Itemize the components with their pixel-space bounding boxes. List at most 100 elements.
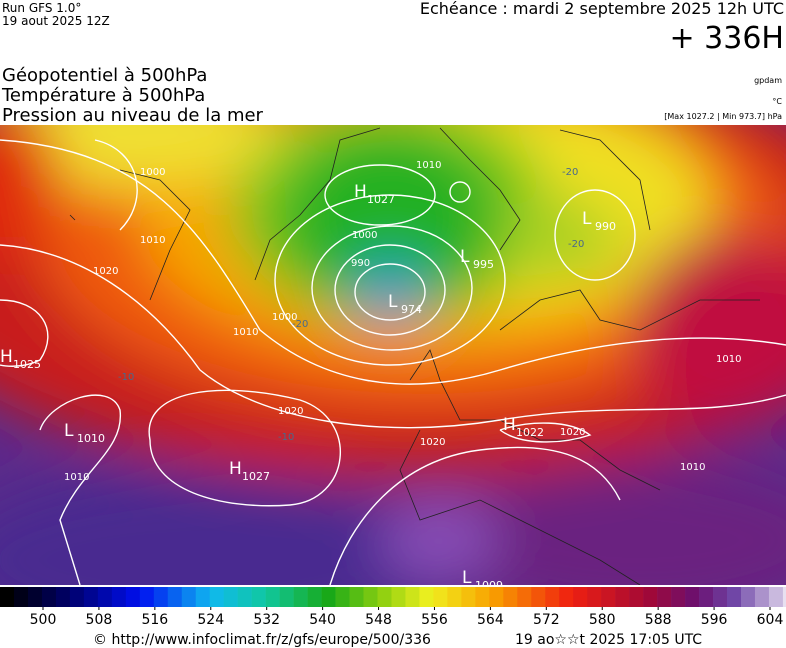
- temperature-field: [0, 125, 786, 585]
- pressure-value: 990: [595, 220, 616, 233]
- isobar-label: 1010: [64, 472, 89, 483]
- pressure-letter: L: [388, 292, 398, 312]
- colorbar-swatch: [209, 587, 224, 607]
- colorbar-swatch: [657, 587, 672, 607]
- colorbar-tick-label: 580: [589, 612, 616, 628]
- colorbar-swatch: [0, 587, 15, 607]
- isobar-label: 1010: [680, 462, 705, 473]
- colorbar-swatch: [475, 587, 490, 607]
- isobar-label: 1020: [93, 266, 118, 277]
- pressure-value: 1025: [13, 358, 41, 371]
- unit-label: gpdam: [754, 76, 782, 85]
- colorbar-tick-label: 572: [533, 612, 560, 628]
- colorbar-swatch: [153, 587, 169, 607]
- colorbar-tick-label: 524: [197, 612, 224, 628]
- isobar-label: 1000: [272, 312, 297, 323]
- colorbar-swatch: [363, 587, 378, 607]
- colorbar-swatch: [740, 587, 756, 607]
- colorbar-swatch: [83, 587, 99, 607]
- colorbar-swatch: [139, 587, 155, 607]
- pressure-letter: L: [64, 421, 74, 441]
- pressure-letter: L: [462, 568, 472, 588]
- pressure-letter: H: [503, 415, 516, 435]
- colorbar-tick-label: 564: [477, 612, 504, 628]
- colorbar-swatch: [321, 587, 336, 607]
- colorbar-tick-label: 596: [701, 612, 728, 628]
- colorbar-tick-label: 556: [421, 612, 448, 628]
- colorbar-swatch: [13, 587, 29, 607]
- colorbar-swatch: [279, 587, 294, 607]
- temperature-label: -20: [562, 167, 578, 178]
- colorbar-swatch: [251, 587, 266, 607]
- isobar-label: 1000: [140, 167, 165, 178]
- colorbar-swatch: [685, 587, 700, 607]
- map: [0, 125, 786, 585]
- colorbar-swatch: [447, 587, 462, 607]
- colorbar-tick-label: 604: [757, 612, 784, 628]
- colorbar-swatch: [237, 587, 252, 607]
- isobar-label: 1000: [352, 230, 377, 241]
- colorbar-swatch: [223, 587, 238, 607]
- isobar-label: 1010: [140, 235, 165, 246]
- pressure-letter: H: [0, 347, 13, 367]
- field-label: Pression au niveau de la mer: [2, 105, 264, 126]
- temperature-label: -10: [118, 372, 134, 383]
- colorbar-swatch: [293, 587, 308, 607]
- pressure-value: 974: [401, 303, 422, 316]
- colorbar-swatch: [265, 587, 280, 607]
- colorbar-swatch: [629, 587, 644, 607]
- colorbar-swatch: [377, 587, 392, 607]
- field-label: Température à 500hPa: [1, 85, 205, 106]
- isobar-label: 1020: [420, 437, 445, 448]
- pressure-value: 1022: [516, 426, 544, 439]
- colorbar-swatch: [573, 587, 588, 607]
- colorbar-swatch: [503, 587, 518, 607]
- isobar-label: 1020: [560, 427, 585, 438]
- colorbar-tick-label: 500: [30, 612, 57, 628]
- colorbar-swatch: [349, 587, 364, 607]
- run-label: Run GFS 1.0°: [2, 1, 81, 15]
- colorbar-swatch: [699, 587, 714, 607]
- colorbar-tick-label: 548: [365, 612, 392, 628]
- temperature-label: -20: [292, 319, 308, 330]
- colorbar-swatch: [754, 587, 770, 607]
- pressure-value: 995: [473, 258, 494, 271]
- run-date: 19 aout 2025 12Z: [2, 14, 110, 28]
- colorbar-tick-label: 540: [309, 612, 336, 628]
- colorbar-swatch: [489, 587, 504, 607]
- colorbar: 500 508 516 524 532 540 548 556 564 572 580 588 596 6…: [0, 587, 786, 628]
- colorbar-tick-label: 532: [253, 612, 280, 628]
- colorbar-swatch: [419, 587, 434, 607]
- colorbar-swatch: [768, 587, 784, 607]
- pressure-letter: L: [460, 247, 470, 267]
- isobar-label: 1020: [278, 406, 303, 417]
- colorbar-swatch: [461, 587, 476, 607]
- footer-source: © http://www.infoclimat.fr/z/gfs/europe/…: [93, 632, 431, 648]
- unit-label: [Max 1027.2 | Min 973.7] hPa: [664, 112, 782, 121]
- colorbar-tick-label: 508: [86, 612, 113, 628]
- colorbar-swatch: [111, 587, 127, 607]
- pressure-value: 1027: [367, 193, 395, 206]
- colorbar-swatch: [405, 587, 420, 607]
- colorbar-swatch: [671, 587, 686, 607]
- colorbar-swatch: [55, 587, 71, 607]
- colorbar-swatch: [27, 587, 43, 607]
- colorbar-swatch: [195, 587, 211, 607]
- colorbar-swatch: [335, 587, 350, 607]
- isobar-label: 990: [351, 258, 370, 269]
- temperature-label: -20: [568, 239, 584, 250]
- field-label: Géopotentiel à 500hPa: [2, 65, 207, 86]
- colorbar-swatch: [727, 587, 742, 607]
- colorbar-swatch: [41, 587, 57, 607]
- colorbar-swatch: [713, 587, 728, 607]
- colorbar-swatch: [587, 587, 602, 607]
- colorbar-swatch: [307, 587, 322, 607]
- colorbar-tick-label: 516: [141, 612, 168, 628]
- colorbar-swatch: [545, 587, 560, 607]
- colorbar-swatch: [782, 587, 786, 607]
- temperature-label: -10: [278, 432, 294, 443]
- colorbar-swatch: [125, 587, 141, 607]
- colorbar-swatch: [433, 587, 448, 607]
- colorbar-swatch: [615, 587, 630, 607]
